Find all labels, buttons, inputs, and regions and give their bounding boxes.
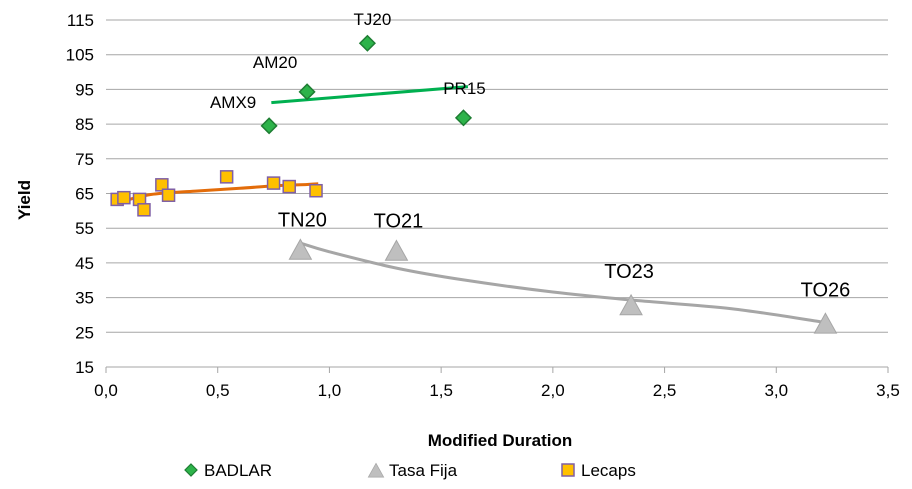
- data-label: TO21: [374, 210, 424, 232]
- legend-label-lecaps: Lecaps: [581, 461, 636, 480]
- trendline-tasa-fija: [299, 241, 826, 325]
- legend-marker-lecaps: [561, 463, 575, 477]
- x-tick-label: 0,0: [94, 381, 118, 400]
- badlar-point: [454, 109, 473, 127]
- legend-label-badlar: BADLAR: [204, 461, 272, 480]
- tasa-fija-point: [813, 312, 838, 334]
- data-label: TO26: [801, 279, 851, 301]
- y-tick-label: 25: [75, 323, 94, 342]
- legend-marker-badlar: [184, 463, 198, 477]
- x-tick-label: 2,5: [653, 381, 677, 400]
- data-label: TN20: [278, 209, 327, 231]
- lecaps-point: [117, 190, 131, 205]
- y-tick-label: 55: [75, 219, 94, 238]
- y-tick-label: 35: [75, 289, 94, 308]
- trendline-lecaps: [116, 182, 319, 205]
- y-tick-label: 45: [75, 254, 94, 273]
- legend-item-badlar: BADLAR: [184, 461, 272, 480]
- badlar-point: [260, 117, 278, 135]
- legend: BADLAR Tasa Fija Lecaps: [184, 461, 636, 480]
- lecaps-point: [137, 203, 151, 217]
- x-tick-label: 0,5: [206, 381, 230, 400]
- x-tick-label: 1,5: [429, 381, 453, 400]
- data-label: TJ20: [354, 10, 392, 29]
- data-labels: AMX9 AM20 TJ20 PR15 TN20 TO21 TO23 TO26: [210, 10, 850, 301]
- y-tick-label: 75: [75, 150, 94, 169]
- legend-item-tasa-fija: Tasa Fija: [367, 461, 458, 480]
- x-tick-label: 3,0: [764, 381, 788, 400]
- lecaps-point: [161, 188, 176, 202]
- x-axis-title: Modified Duration: [428, 431, 572, 450]
- data-points: [110, 34, 838, 334]
- trendline-badlar: [271, 85, 469, 105]
- badlar-point: [358, 34, 376, 52]
- y-tick-label: 95: [75, 80, 94, 99]
- x-tick-label: 2,0: [541, 381, 565, 400]
- gridlines: [106, 19, 888, 333]
- y-tick-label: 115: [67, 11, 94, 30]
- axes: 15 25 35 45 55 65 75 85 95 105 115 0,0 0,5 1,0 1,5 2,0 2…: [66, 11, 900, 400]
- data-label: AMX9: [210, 93, 256, 112]
- data-label: AM20: [253, 53, 297, 72]
- legend-marker-tasa-fija: [367, 462, 385, 478]
- legend-item-lecaps: Lecaps: [561, 461, 636, 480]
- y-tick-label: 15: [75, 358, 94, 377]
- tasa-fija-point: [288, 238, 313, 260]
- badlar-point: [298, 83, 316, 101]
- lecaps-point: [219, 170, 234, 184]
- lecaps-point: [282, 179, 296, 194]
- y-tick-label: 105: [66, 46, 94, 65]
- data-label: TO23: [604, 261, 654, 283]
- tasa-fija-point: [384, 239, 409, 261]
- y-tick-label: 85: [75, 115, 94, 134]
- x-tick-label: 1,0: [318, 381, 342, 400]
- lecaps-point: [266, 176, 281, 190]
- x-tick-label: 3,5: [876, 381, 900, 400]
- tasa-fija-point: [619, 293, 643, 316]
- legend-label-tasa-fija: Tasa Fija: [389, 461, 458, 480]
- y-axis-title: Yield: [15, 180, 34, 220]
- y-tick-label: 65: [75, 185, 94, 204]
- lecaps-point: [309, 183, 323, 198]
- data-label: PR15: [443, 79, 486, 98]
- trendlines: [116, 85, 826, 325]
